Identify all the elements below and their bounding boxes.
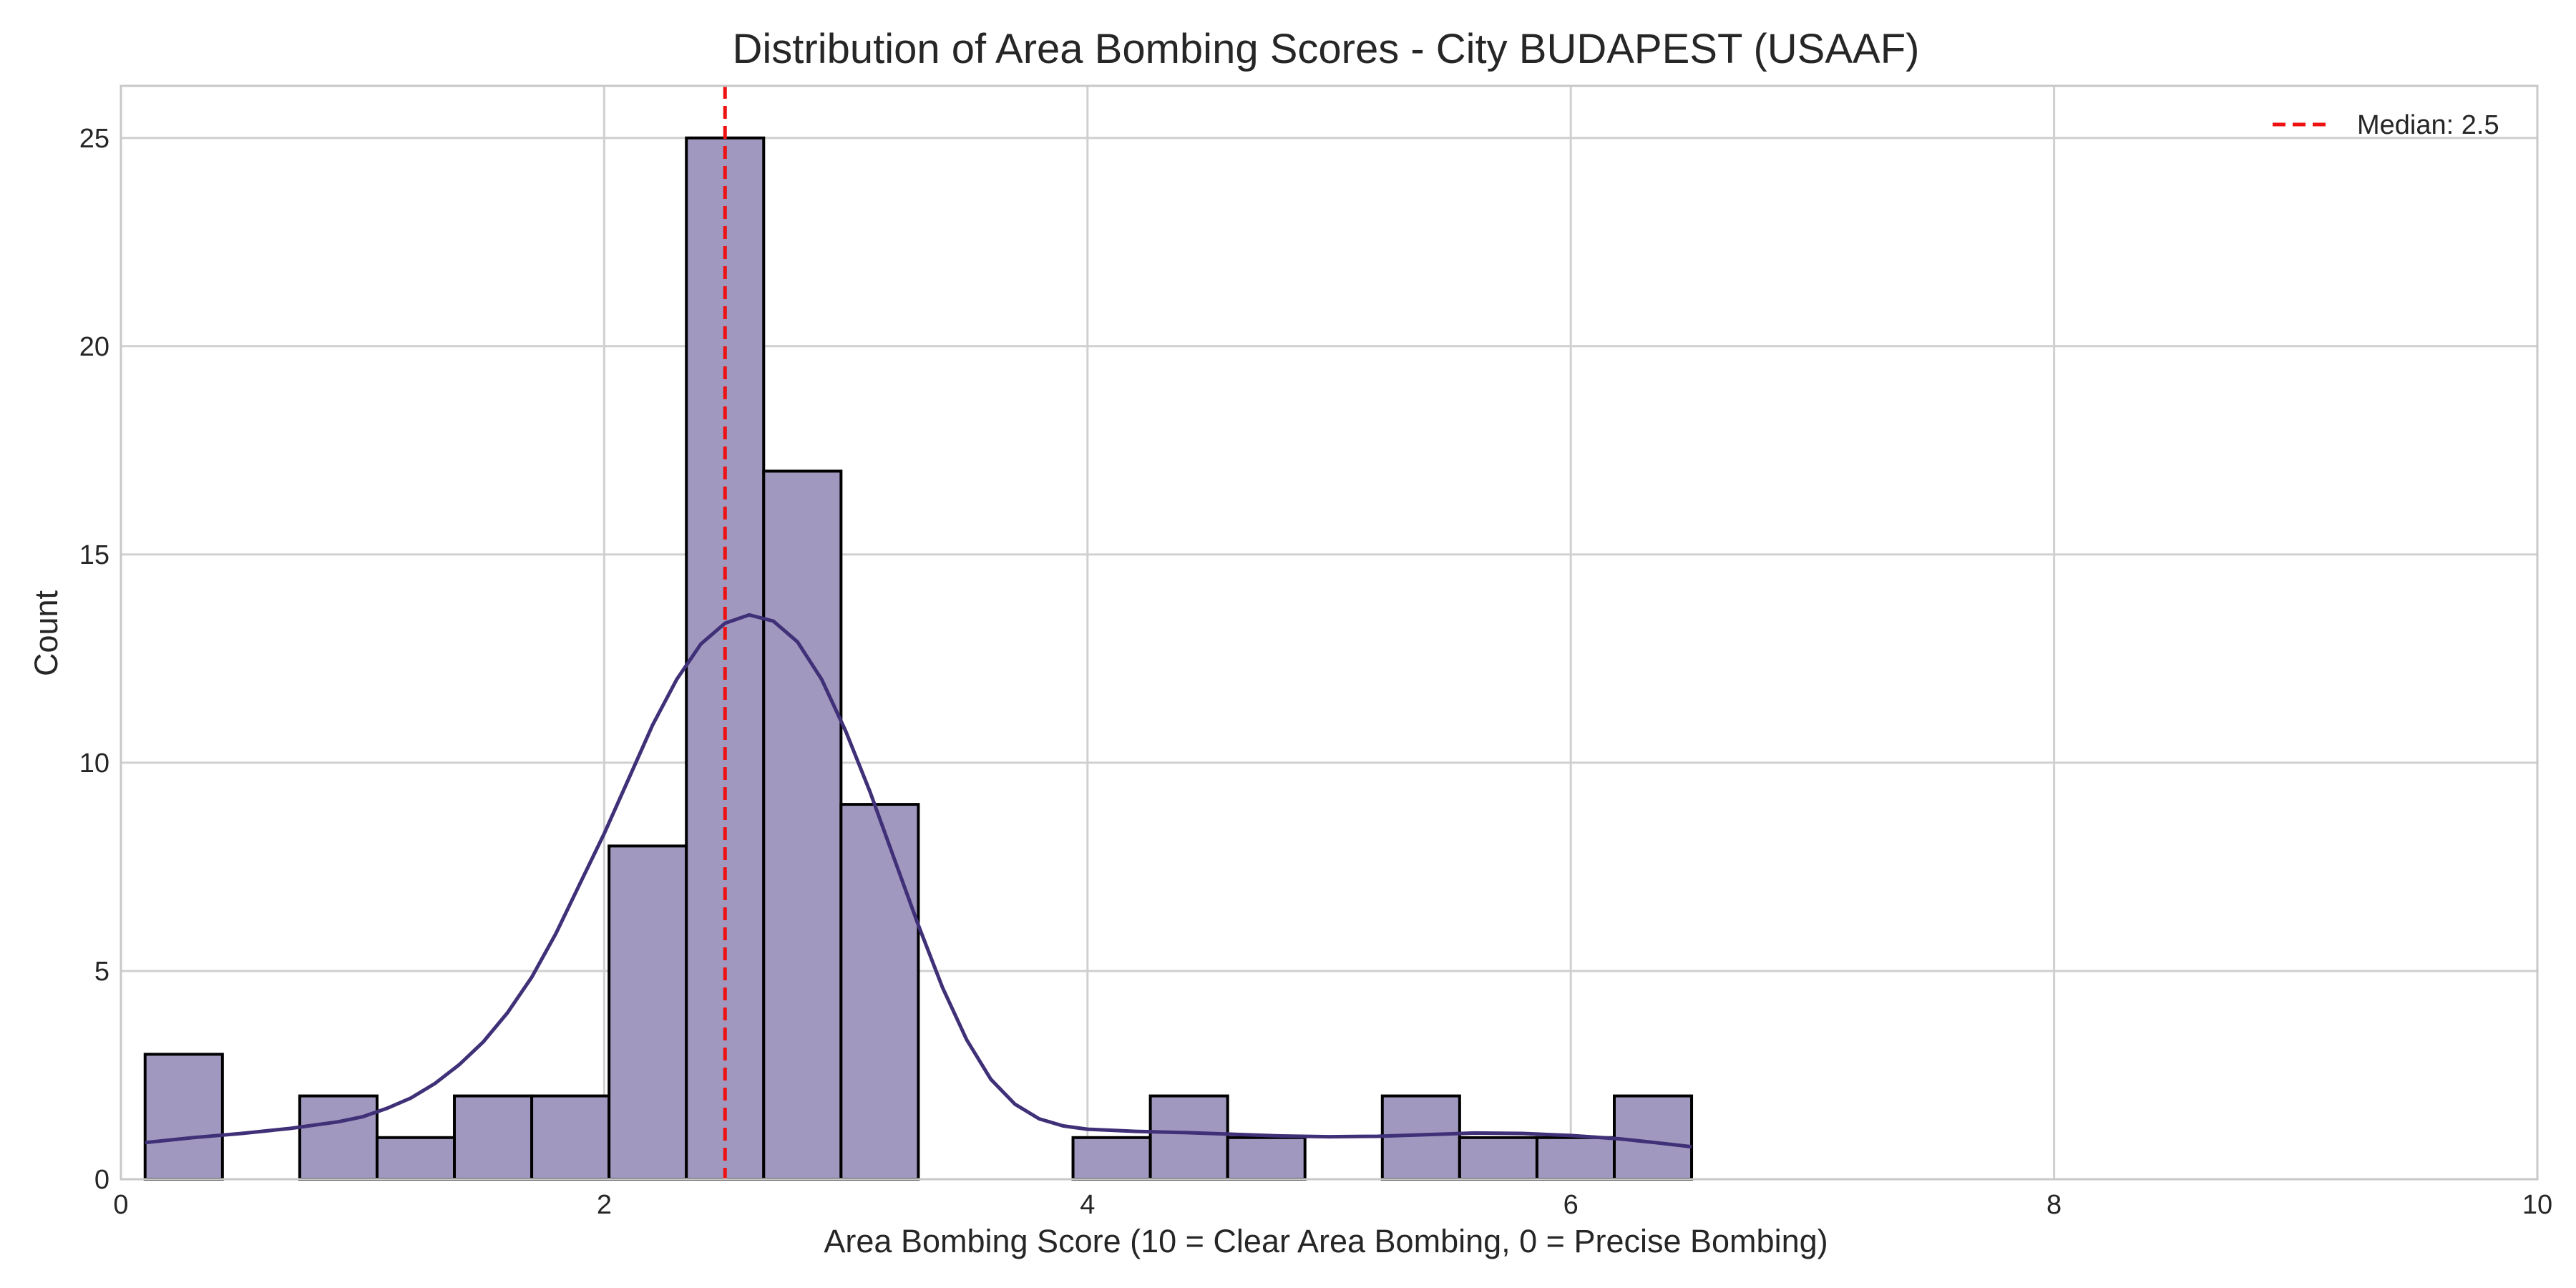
histogram-bar	[762, 469, 843, 1181]
x-axis-ticks: 0 2 4 6 8 10	[113, 1190, 2552, 1220]
histogram-bar	[1148, 1094, 1229, 1181]
histogram-bar	[1458, 1136, 1538, 1181]
x-tick-label: 2	[597, 1190, 612, 1220]
legend-median-label: Median: 2.5	[2357, 110, 2499, 140]
histogram-bar	[608, 844, 688, 1181]
x-tick-label: 8	[2046, 1190, 2062, 1220]
y-tick-label: 5	[94, 957, 109, 987]
y-axis-title: Count	[28, 590, 64, 676]
y-tick-label: 10	[79, 748, 109, 779]
kde-curve	[145, 613, 1692, 1149]
plot-frame	[119, 84, 2539, 1181]
y-tick-label: 25	[79, 124, 109, 154]
x-tick-label: 4	[1080, 1190, 1095, 1220]
histogram-bar	[1380, 1094, 1461, 1181]
grid	[119, 86, 2539, 1181]
y-axis-ticks: 0 5 10 15 20 25	[79, 124, 109, 1195]
y-tick-label: 20	[79, 332, 109, 362]
histogram-bar	[1612, 1094, 1694, 1181]
histogram-bars	[143, 136, 1694, 1181]
histogram-bar	[298, 1094, 379, 1181]
x-tick-label: 6	[1563, 1190, 1579, 1220]
histogram-bar	[143, 1053, 224, 1181]
histogram-bar	[839, 803, 920, 1181]
y-tick-label: 0	[94, 1165, 109, 1195]
histogram-bar	[1535, 1136, 1616, 1181]
histogram-bar	[453, 1094, 534, 1181]
y-tick-label: 15	[79, 540, 109, 570]
histogram-bar	[530, 1094, 611, 1181]
histogram-bar	[1226, 1136, 1307, 1181]
chart-title: Distribution of Area Bombing Scores - Ci…	[733, 26, 1920, 72]
histogram-bar	[1071, 1136, 1152, 1181]
legend: Median: 2.5	[2273, 110, 2499, 140]
histogram-bar	[375, 1136, 457, 1181]
x-tick-label: 10	[2522, 1190, 2552, 1220]
x-tick-label: 0	[113, 1190, 128, 1220]
x-axis-title: Area Bombing Score (10 = Clear Area Bomb…	[824, 1223, 1828, 1259]
